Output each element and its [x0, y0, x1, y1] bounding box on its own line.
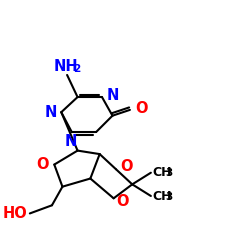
- Text: N: N: [106, 88, 118, 104]
- Text: CH: CH: [153, 166, 172, 178]
- Text: O: O: [136, 100, 148, 116]
- Text: CH: CH: [153, 190, 172, 203]
- Text: N: N: [45, 105, 57, 120]
- Text: N: N: [64, 134, 77, 149]
- Text: 2: 2: [73, 64, 80, 74]
- Text: 3: 3: [165, 192, 172, 202]
- Text: NH: NH: [54, 59, 78, 74]
- Text: 3: 3: [165, 168, 172, 178]
- Text: O: O: [37, 157, 49, 172]
- Text: HO: HO: [3, 206, 28, 221]
- Text: O: O: [120, 160, 133, 174]
- Text: O: O: [116, 194, 128, 209]
